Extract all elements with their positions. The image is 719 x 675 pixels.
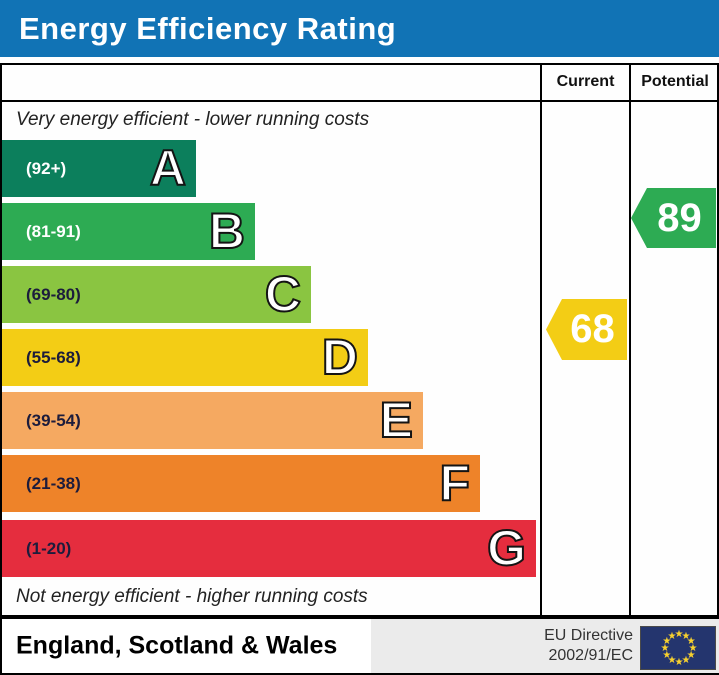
region-label: England, Scotland & Wales xyxy=(16,631,338,660)
caption-very-efficient: Very energy efficient - lower running co… xyxy=(16,109,370,130)
band-C: (69-80) C xyxy=(2,266,311,323)
eu-flag-star-icon: ★ xyxy=(681,655,691,667)
band-letter: C xyxy=(264,265,302,322)
band-letter: F xyxy=(438,454,471,511)
potential-rating-value: 89 xyxy=(657,195,702,240)
eu-flag-star-icon: ★ xyxy=(667,655,677,667)
eu-directive-line2: 2002/91/EC xyxy=(548,647,633,664)
band-letter: A xyxy=(149,139,187,196)
band-range-label: (55-68) xyxy=(26,347,81,367)
eu-flag-star-icon: ★ xyxy=(667,630,677,642)
potential-rating-arrow: 89 xyxy=(631,188,716,248)
band-range-label: (21-38) xyxy=(26,473,81,493)
eu-flag-star-icon: ★ xyxy=(662,650,672,661)
header-row-divider xyxy=(0,100,719,102)
eu-flag-star-icon: ★ xyxy=(688,643,698,654)
current-rating-arrow: 68 xyxy=(546,299,627,360)
page-title: Energy Efficiency Rating xyxy=(19,10,397,46)
band-F: (21-38) F xyxy=(2,455,480,512)
band-letter: D xyxy=(321,328,359,385)
band-G: (1-20) G xyxy=(2,520,536,577)
eu-flag-star-icon: ★ xyxy=(681,630,691,642)
band-range-label: (81-91) xyxy=(26,221,81,241)
column-divider-current xyxy=(540,63,542,617)
eu-flag-star-icon: ★ xyxy=(686,650,696,661)
band-B: (81-91) B xyxy=(2,203,255,260)
eu-directive-line1: EU Directive xyxy=(544,627,633,644)
band-range-label: (1-20) xyxy=(26,538,72,558)
band-A: (92+) A xyxy=(2,140,196,197)
band-range-label: (39-54) xyxy=(26,410,81,430)
eu-flag-icon: ★ ★ ★ ★ ★ ★ ★ ★ ★ ★ ★ ★ xyxy=(640,626,716,670)
column-divider-potential xyxy=(629,63,631,617)
column-header-potential: Potential xyxy=(641,72,709,90)
eu-flag-star-icon: ★ xyxy=(662,636,672,647)
eu-flag-star-icon: ★ xyxy=(686,636,696,647)
footer: England, Scotland & Wales EU Directive 2… xyxy=(0,617,719,675)
band-range-label: (92+) xyxy=(26,158,67,178)
title-bar: Energy Efficiency Rating xyxy=(0,0,719,57)
eu-flag-star-icon: ★ xyxy=(674,629,684,640)
band-D: (55-68) D xyxy=(2,329,368,386)
band-range-label: (69-80) xyxy=(26,284,81,304)
eu-flag-star-icon: ★ xyxy=(674,657,684,668)
column-header-current: Current xyxy=(556,72,615,90)
eu-directive-label: EU Directive 2002/91/EC xyxy=(497,626,633,666)
band-letter: G xyxy=(486,519,527,576)
eu-flag-star-icon: ★ xyxy=(660,643,670,654)
current-rating-value: 68 xyxy=(570,307,615,351)
caption-not-efficient: Not energy efficient - higher running co… xyxy=(16,586,368,607)
band-letter: B xyxy=(208,202,246,259)
band-letter: E xyxy=(379,391,414,448)
band-E: (39-54) E xyxy=(2,392,423,449)
